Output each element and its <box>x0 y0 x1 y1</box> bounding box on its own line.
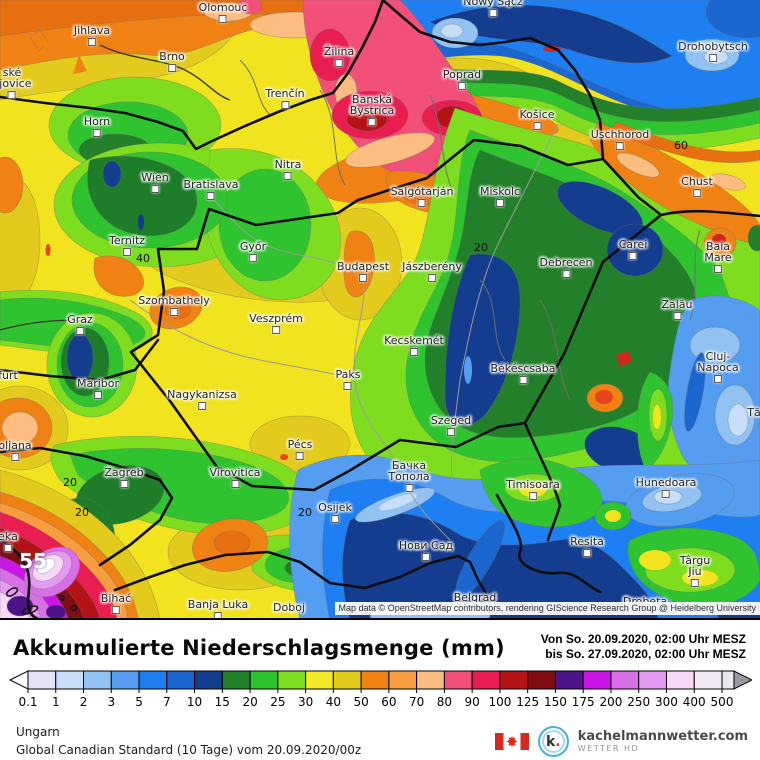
svg-text:300: 300 <box>655 695 678 709</box>
valid-period: Von So. 20.09.2020, 02:00 Uhr MESZ bis S… <box>541 632 746 662</box>
svg-text:60: 60 <box>381 695 396 709</box>
svg-text:5: 5 <box>135 695 143 709</box>
svg-text:200: 200 <box>600 695 623 709</box>
svg-text:500: 500 <box>711 695 734 709</box>
svg-text:50: 50 <box>353 695 368 709</box>
svg-text:90: 90 <box>465 695 480 709</box>
canada-flag-icon <box>494 733 529 750</box>
brand-subtitle: WETTER HD <box>577 743 640 753</box>
footer-info: Ungarn Global Canadian Standard (10 Tage… <box>16 723 361 759</box>
svg-text:400: 400 <box>683 695 706 709</box>
svg-text:70: 70 <box>409 695 424 709</box>
svg-text:15: 15 <box>215 695 230 709</box>
svg-text:250: 250 <box>627 695 650 709</box>
svg-text:125: 125 <box>516 695 539 709</box>
legend-scale: 0.1 1 2 3 5 7 10 15 20 25 30 40 50 60 70 80 90 100 125 150 1… <box>8 670 754 712</box>
svg-text:10: 10 <box>187 695 202 709</box>
brand-name: kachelmannwetter.com <box>577 728 748 744</box>
precipitation-map: Olomouc Jihlava Brno Žilina Trenčín Banská By… <box>0 0 760 620</box>
period-to: bis So. 27.09.2020, 02:00 Uhr MESZ <box>545 647 746 661</box>
period-from: Von So. 20.09.2020, 02:00 Uhr MESZ <box>540 632 746 646</box>
precipitation-map-svg <box>0 0 760 618</box>
info-panel: Akkumulierte Niederschlagsmenge (mm) Von… <box>0 620 760 760</box>
svg-text:20: 20 <box>242 695 257 709</box>
svg-text:30: 30 <box>298 695 313 709</box>
brand-text: kachelmannwetter.com WETTER HD <box>577 728 748 754</box>
svg-text:7: 7 <box>163 695 171 709</box>
svg-text:3: 3 <box>107 695 115 709</box>
svg-text:100: 100 <box>488 695 511 709</box>
svg-text:40: 40 <box>326 695 341 709</box>
page-title: Akkumulierte Niederschlagsmenge (mm) <box>13 636 505 660</box>
svg-text:2: 2 <box>80 695 88 709</box>
map-attribution[interactable]: Map data © OpenStreetMap contributors, r… <box>334 602 760 615</box>
brand-block[interactable]: k. kachelmannwetter.com WETTER HD <box>494 726 748 757</box>
svg-text:25: 25 <box>270 695 285 709</box>
model-label: Global Canadian Standard (10 Tage) vom 2… <box>16 743 362 757</box>
svg-text:0.1: 0.1 <box>18 695 37 709</box>
svg-text:175: 175 <box>572 695 595 709</box>
kachelmann-logo-icon: k. <box>537 726 569 757</box>
svg-text:150: 150 <box>544 695 567 709</box>
svg-text:1: 1 <box>52 695 60 709</box>
logo-letter: k. <box>545 733 561 750</box>
region-label: Ungarn <box>16 725 60 739</box>
svg-text:80: 80 <box>437 695 452 709</box>
